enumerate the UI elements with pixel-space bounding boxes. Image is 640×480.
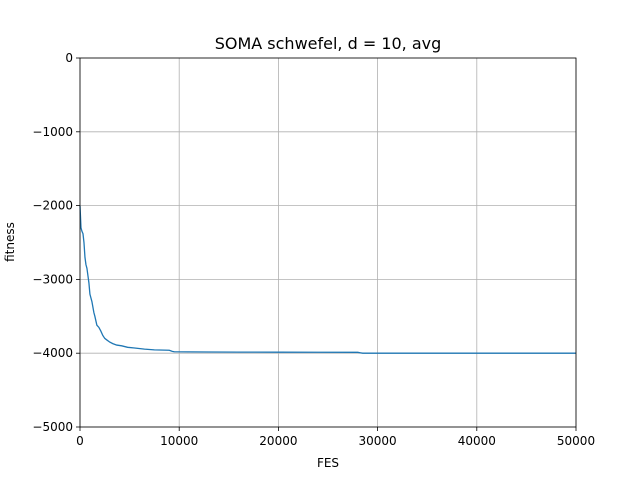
ticks: 0 10000 20000 30000 40000 50000 0 −1000 −2000 −30… xyxy=(32,51,595,448)
x-tick-label: 50000 xyxy=(557,434,595,448)
y-tick-label: −5000 xyxy=(32,420,73,434)
x-tick-label: 10000 xyxy=(160,434,198,448)
y-tick-label: −4000 xyxy=(32,346,73,360)
x-tick-label: 0 xyxy=(76,434,84,448)
x-tick-label: 40000 xyxy=(458,434,496,448)
y-tick-label: −2000 xyxy=(32,199,73,213)
x-axis-label: FES xyxy=(317,456,339,470)
series-line xyxy=(79,205,576,354)
y-tick-label: −1000 xyxy=(32,125,73,139)
chart-title: SOMA schwefel, d = 10, avg xyxy=(215,34,442,53)
plot-frame xyxy=(79,57,577,428)
y-tick-label: −3000 xyxy=(32,272,73,286)
y-axis-label: fitness xyxy=(3,222,17,262)
x-tick-label: 30000 xyxy=(359,434,397,448)
grid xyxy=(79,57,577,428)
x-tick-label: 20000 xyxy=(259,434,297,448)
y-tick-label: 0 xyxy=(65,51,73,65)
